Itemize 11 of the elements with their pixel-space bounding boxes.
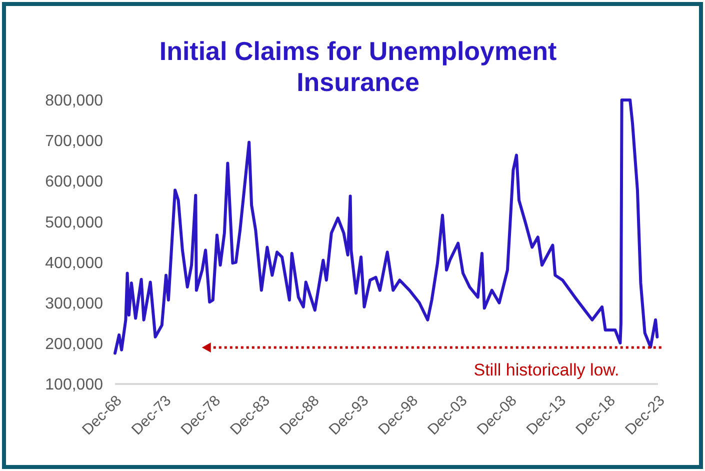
y-tick-label: 300,000 [45, 295, 104, 312]
chart-title: Initial Claims for Unemployment Insurance [159, 36, 557, 97]
y-tick-label: 800,000 [45, 92, 104, 110]
y-tick-label: 400,000 [45, 254, 104, 272]
y-tick-label: 200,000 [45, 336, 104, 354]
y-tick-label: 600,000 [45, 174, 104, 191]
ref-line-label: Still historically low. [474, 360, 620, 380]
y-tick-label: 500,000 [45, 214, 104, 232]
y-tick-label: 700,000 [45, 133, 104, 150]
y-tick-label: 100,000 [45, 376, 104, 394]
line-series [114, 98, 659, 355]
